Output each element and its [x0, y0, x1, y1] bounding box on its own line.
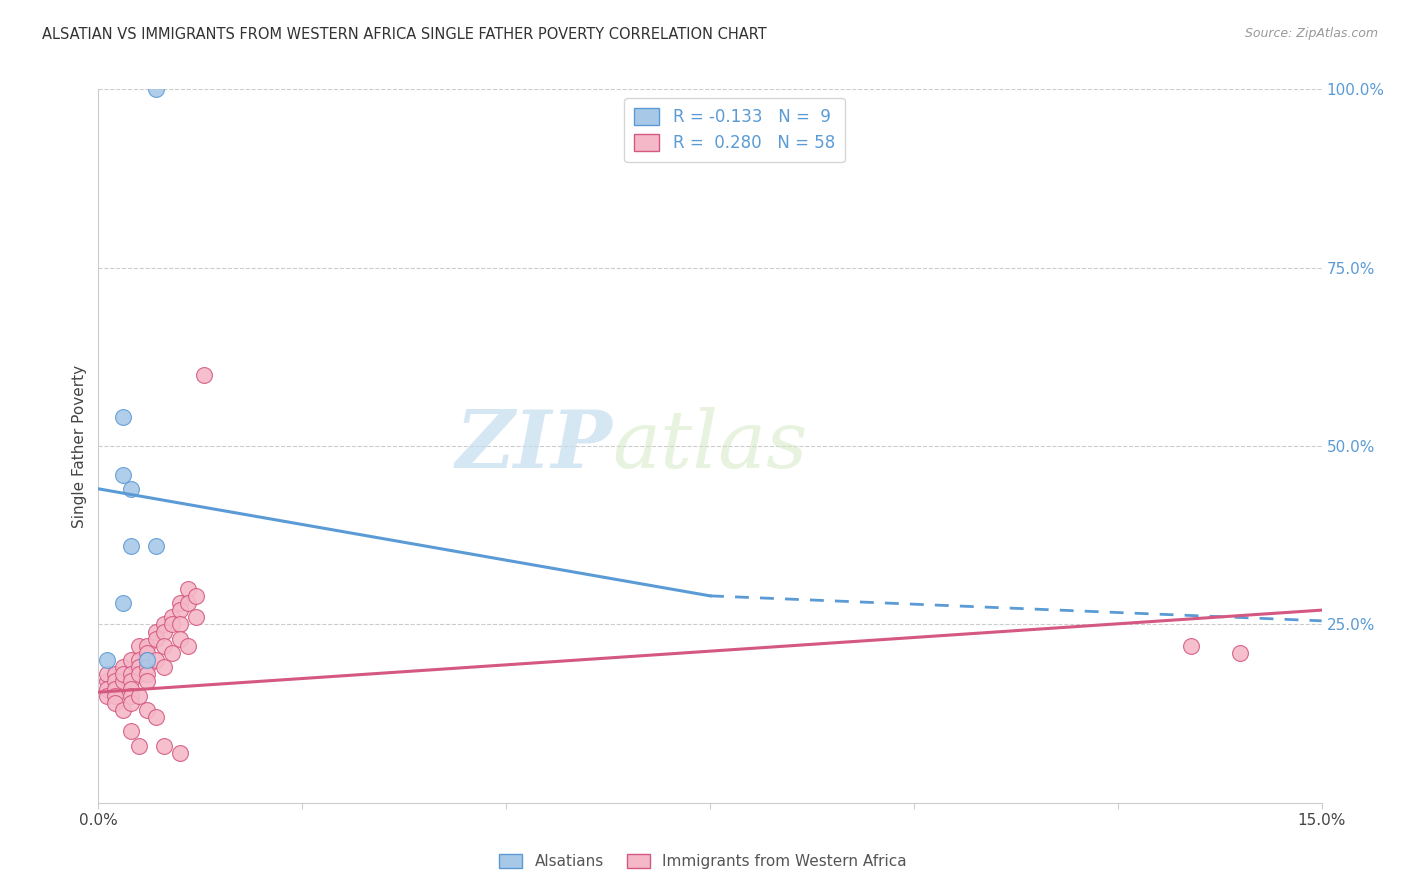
Point: [193, 368, 215, 382]
Point: [152, 660, 174, 674]
Point: [169, 596, 191, 610]
Point: [111, 660, 134, 674]
Text: ZIP: ZIP: [456, 408, 612, 484]
Point: [120, 674, 142, 689]
Legend: Alsatians, Immigrants from Western Africa: Alsatians, Immigrants from Western Afric…: [494, 848, 912, 875]
Point: [152, 624, 174, 639]
Point: [104, 696, 127, 710]
Point: [136, 653, 159, 667]
Point: [96, 653, 118, 667]
Point: [160, 617, 183, 632]
Point: [128, 660, 150, 674]
Point: [128, 653, 150, 667]
Point: [145, 710, 167, 724]
Point: [120, 681, 142, 696]
Point: [145, 82, 167, 96]
Point: [128, 639, 150, 653]
Point: [152, 617, 174, 632]
Point: [177, 596, 200, 610]
Point: [96, 681, 118, 696]
Legend: R = -0.133   N =  9, R =  0.280   N = 58: R = -0.133 N = 9, R = 0.280 N = 58: [624, 97, 845, 162]
Point: [145, 653, 167, 667]
Point: [104, 681, 127, 696]
Point: [128, 739, 150, 753]
Point: [96, 667, 118, 681]
Y-axis label: Single Father Poverty: Single Father Poverty: [72, 365, 87, 527]
Point: [136, 639, 159, 653]
Point: [111, 410, 134, 425]
Point: [104, 667, 127, 681]
Point: [152, 739, 174, 753]
Point: [186, 610, 208, 624]
Point: [169, 617, 191, 632]
Point: [111, 467, 134, 482]
Point: [120, 689, 142, 703]
Point: [104, 674, 127, 689]
Point: [160, 646, 183, 660]
Point: [136, 646, 159, 660]
Point: [160, 610, 183, 624]
Point: [96, 674, 118, 689]
Text: ALSATIAN VS IMMIGRANTS FROM WESTERN AFRICA SINGLE FATHER POVERTY CORRELATION CHA: ALSATIAN VS IMMIGRANTS FROM WESTERN AFRI…: [42, 27, 766, 42]
Point: [136, 653, 159, 667]
Point: [128, 689, 150, 703]
Point: [104, 689, 127, 703]
Point: [169, 746, 191, 760]
Point: [145, 539, 167, 553]
Point: [128, 667, 150, 681]
Point: [120, 696, 142, 710]
Point: [169, 603, 191, 617]
Point: [120, 724, 142, 739]
Point: [177, 639, 200, 653]
Point: [111, 667, 134, 681]
Point: [145, 624, 167, 639]
Point: [96, 689, 118, 703]
Point: [145, 632, 167, 646]
Point: [120, 667, 142, 681]
Text: atlas: atlas: [612, 408, 807, 484]
Point: [111, 674, 134, 689]
Point: [1229, 646, 1251, 660]
Point: [111, 703, 134, 717]
Point: [136, 674, 159, 689]
Point: [136, 667, 159, 681]
Point: [152, 639, 174, 653]
Point: [111, 596, 134, 610]
Text: Source: ZipAtlas.com: Source: ZipAtlas.com: [1244, 27, 1378, 40]
Point: [1180, 639, 1202, 653]
Point: [177, 582, 200, 596]
Point: [120, 539, 142, 553]
Point: [136, 660, 159, 674]
Point: [120, 482, 142, 496]
Point: [136, 703, 159, 717]
Point: [120, 653, 142, 667]
Point: [186, 589, 208, 603]
Point: [169, 632, 191, 646]
